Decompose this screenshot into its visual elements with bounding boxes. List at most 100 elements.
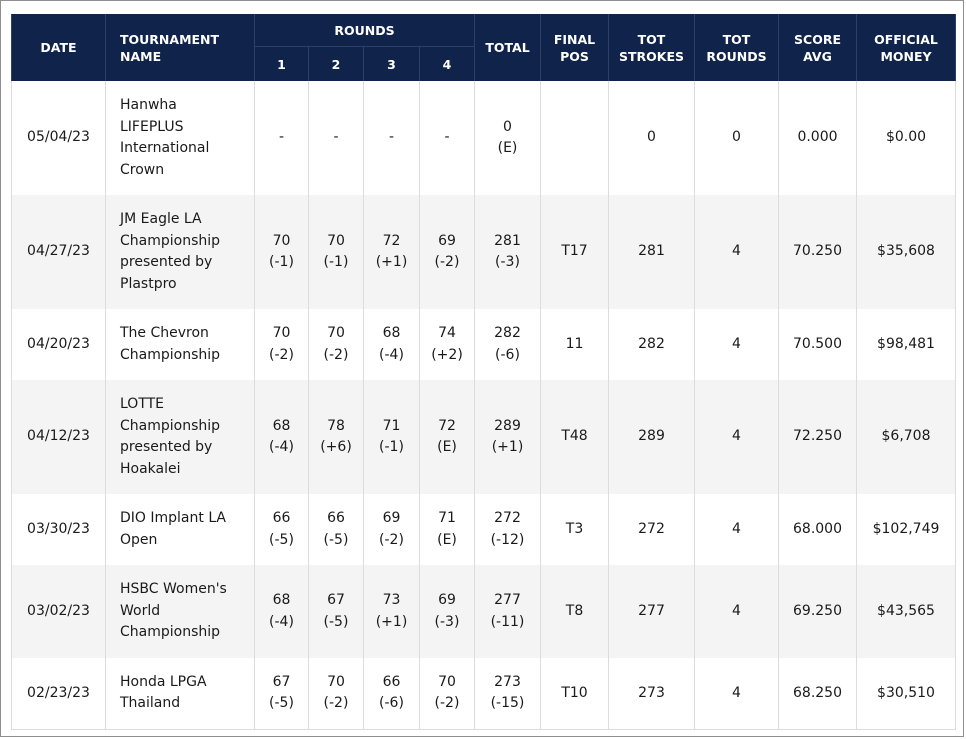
round-to-par: (-2) xyxy=(269,346,294,363)
header-total[interactable]: TOTAL xyxy=(474,14,541,81)
table-row: 05/04/23 Hanwha LIFEPLUS International C… xyxy=(11,81,956,195)
tournament-name-line: International xyxy=(120,140,210,156)
total-score: 273 xyxy=(494,673,521,690)
score-avg-cell: 68.000 xyxy=(778,494,857,565)
round-to-par: (-2) xyxy=(434,695,460,712)
final-pos-cell: T17 xyxy=(540,195,609,309)
tournament-name-cell[interactable]: Honda LPGA Thailand xyxy=(105,658,255,730)
round-to-par: (-5) xyxy=(269,695,294,712)
tournament-name-cell[interactable]: Hanwha LIFEPLUS International Crown xyxy=(105,81,255,195)
total-to-par: (+1) xyxy=(491,439,524,455)
tot-rounds-cell: 0 xyxy=(694,81,779,195)
round-2-cell: - xyxy=(308,81,364,195)
round-score: 70 xyxy=(327,232,345,249)
round-2-cell: 67 (-5) xyxy=(308,565,364,658)
total-cell: 282 (-6) xyxy=(474,309,541,380)
round-3-cell: 72 (+1) xyxy=(363,195,420,309)
round-to-par: (-6) xyxy=(379,695,404,712)
total-to-par: (-6) xyxy=(495,346,520,363)
tournament-name-line: Hoakalei xyxy=(120,460,181,477)
header-final-pos[interactable]: FINAL POS xyxy=(540,14,609,81)
round-score: - xyxy=(278,129,285,146)
round-to-par: (E) xyxy=(437,439,457,455)
header-date[interactable]: DATE xyxy=(11,14,106,81)
tournament-name-line: presented by xyxy=(120,439,213,455)
round-4-cell: 71 (E) xyxy=(419,494,475,565)
header-tot-strokes-line2: STROKES xyxy=(618,48,684,64)
header-rounds-label: ROUNDS xyxy=(334,22,395,38)
tournament-name-line: Championship xyxy=(120,624,221,641)
round-score: 70 xyxy=(327,673,345,690)
official-money-cell: $43,565 xyxy=(856,565,956,658)
tournament-name-cell[interactable]: HSBC Women's World Championship xyxy=(105,565,255,658)
round-to-par: (E) xyxy=(437,531,457,548)
score-avg-cell: 72.250 xyxy=(778,380,857,494)
round-3-cell: 68 (-4) xyxy=(363,309,420,380)
header-official-money[interactable]: OFFICIAL MONEY xyxy=(856,14,956,81)
tot-strokes-cell: 272 xyxy=(608,494,695,565)
table-row: 03/02/23 HSBC Women's World Championship… xyxy=(11,565,956,658)
date-cell: 02/23/23 xyxy=(11,658,106,730)
tournament-results-table: DATE TOURNAMENT NAME ROUNDS TOTAL FINAL … xyxy=(11,14,956,730)
header-total-label: TOTAL xyxy=(485,40,530,55)
total-score: 281 xyxy=(494,232,521,249)
total-to-par: (-12) xyxy=(490,531,525,548)
tournament-name-cell[interactable]: JM Eagle LA Championship presented by Pl… xyxy=(105,195,255,309)
header-round-3[interactable]: 3 xyxy=(363,46,420,81)
total-score: 289 xyxy=(494,417,521,434)
header-tot-strokes[interactable]: TOT STROKES xyxy=(608,14,695,81)
header-tournament-name[interactable]: TOURNAMENT NAME xyxy=(105,14,255,81)
tournament-name-line: DIO Implant LA xyxy=(120,510,227,526)
tournament-name-cell[interactable]: DIO Implant LA Open xyxy=(105,494,255,565)
round-1-cell: 67 (-5) xyxy=(254,658,309,730)
tournament-name-line: Thailand xyxy=(120,695,181,712)
round-3-cell: 73 (+1) xyxy=(363,565,420,658)
tot-strokes-cell: 282 xyxy=(608,309,695,380)
round-3-cell: 71 (-1) xyxy=(363,380,420,494)
round-score: 78 xyxy=(327,417,345,434)
final-pos-cell: T3 xyxy=(540,494,609,565)
date-cell: 04/20/23 xyxy=(11,309,106,380)
table-row: 03/30/23 DIO Implant LA Open 66 (-5) 66 (-… xyxy=(11,494,956,565)
round-1-cell: 68 (-4) xyxy=(254,380,309,494)
header-tot-rounds[interactable]: TOT ROUNDS xyxy=(694,14,779,81)
table-row: 02/23/23 Honda LPGA Thailand 67 (-5) 70 (-… xyxy=(11,658,956,730)
round-to-par: (-5) xyxy=(323,531,349,548)
score-avg-cell: 69.250 xyxy=(778,565,857,658)
round-score: 66 xyxy=(272,510,291,526)
round-score: 74 xyxy=(438,325,456,341)
tournament-name-line: Championship xyxy=(120,346,221,363)
round-to-par: (-4) xyxy=(379,346,404,363)
round-2-cell: 66 (-5) xyxy=(308,494,364,565)
official-money-cell: $102,749 xyxy=(856,494,956,565)
table-header: DATE TOURNAMENT NAME ROUNDS TOTAL FINAL … xyxy=(11,14,956,81)
total-cell: 281 (-3) xyxy=(474,195,541,309)
header-round-4[interactable]: 4 xyxy=(419,46,475,81)
round-4-cell: 74 (+2) xyxy=(419,309,475,380)
tournament-name-cell[interactable]: The Chevron Championship xyxy=(105,309,255,380)
round-4-cell: 72 (E) xyxy=(419,380,475,494)
round-score: 71 xyxy=(438,510,456,526)
header-round-1[interactable]: 1 xyxy=(254,46,309,81)
tot-rounds-cell: 4 xyxy=(694,195,779,309)
round-to-par: (+1) xyxy=(375,254,408,270)
round-to-par: (-1) xyxy=(269,254,294,270)
round-to-par: (-4) xyxy=(269,439,294,455)
header-score-avg[interactable]: SCORE AVG xyxy=(778,14,857,81)
header-round-2[interactable]: 2 xyxy=(308,46,364,81)
header-score-avg-line1: SCORE xyxy=(794,31,841,47)
tournament-name-cell[interactable]: LOTTE Championship presented by Hoakalei xyxy=(105,380,255,494)
total-cell: 0 (E) xyxy=(474,81,541,195)
round-4-cell: 69 (-3) xyxy=(419,565,475,658)
tournament-name-line: Open xyxy=(120,531,158,548)
tournament-name-line: Hanwha xyxy=(120,97,177,113)
round-to-par: (-2) xyxy=(379,531,404,548)
round-1-cell: 70 (-2) xyxy=(254,309,309,380)
total-score: 277 xyxy=(494,592,521,608)
round-to-par: (-5) xyxy=(323,613,349,630)
round-1-cell: - xyxy=(254,81,309,195)
total-cell: 272 (-12) xyxy=(474,494,541,565)
tournament-name-line: LOTTE xyxy=(120,396,165,412)
tournament-name-line: HSBC Women's xyxy=(120,581,227,598)
round-to-par: (-5) xyxy=(269,531,294,548)
